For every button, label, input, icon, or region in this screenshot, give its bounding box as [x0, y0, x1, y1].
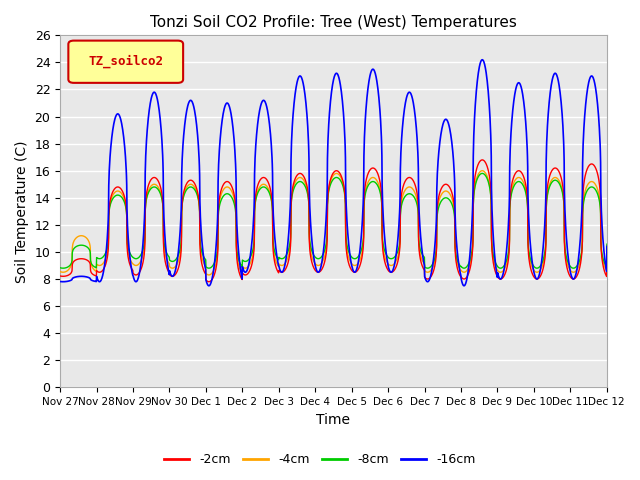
Title: Tonzi Soil CO2 Profile: Tree (West) Temperatures: Tonzi Soil CO2 Profile: Tree (West) Temp… [150, 15, 517, 30]
Text: TZ_soilco2: TZ_soilco2 [88, 55, 163, 69]
X-axis label: Time: Time [316, 413, 351, 427]
Legend: -2cm, -4cm, -8cm, -16cm: -2cm, -4cm, -8cm, -16cm [159, 448, 481, 471]
FancyBboxPatch shape [68, 41, 183, 83]
Y-axis label: Soil Temperature (C): Soil Temperature (C) [15, 140, 29, 283]
